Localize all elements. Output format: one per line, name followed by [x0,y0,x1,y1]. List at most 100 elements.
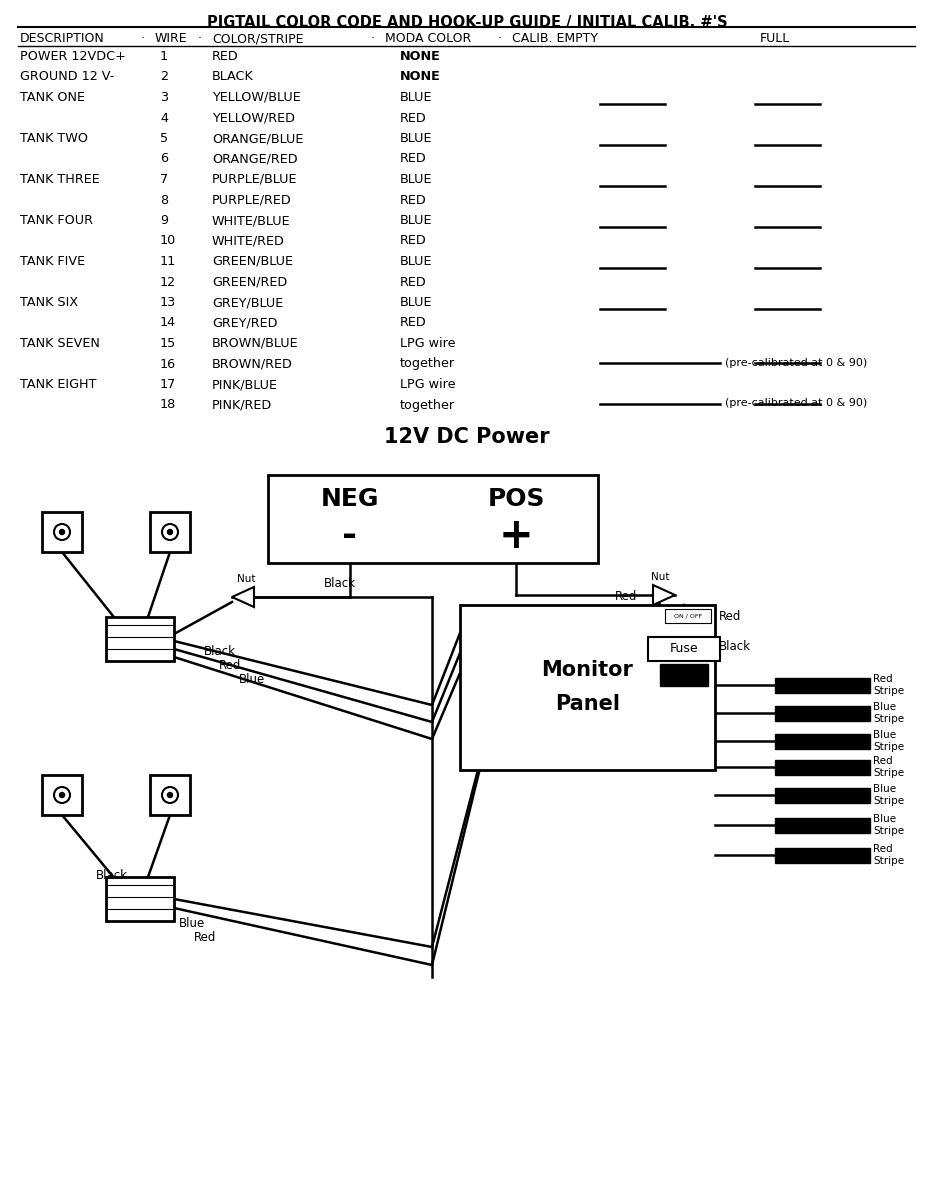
Text: ORANGE/BLUE: ORANGE/BLUE [212,132,304,145]
Text: 5: 5 [160,132,168,145]
Bar [42,512,82,552]
Text: RED: RED [400,234,427,247]
Text: Black: Black [719,641,751,654]
Text: COLOR/STRIPE: COLOR/STRIPE [212,32,304,44]
Polygon shape [653,584,675,605]
Text: (pre-calibrated at 0 & 90): (pre-calibrated at 0 & 90) [725,398,868,408]
Text: NONE: NONE [400,71,441,84]
Text: 2: 2 [160,71,168,84]
Text: 11: 11 [160,254,177,268]
Text: LPG wire: LPG wire [400,378,456,391]
Text: POWER 12VDC+: POWER 12VDC+ [20,50,126,62]
Text: Panel: Panel [555,694,620,714]
Text: ON / OFF: ON / OFF [674,613,702,618]
Bar [665,608,711,623]
Bar [648,637,720,661]
Text: RED: RED [400,276,427,288]
Text: GREEN/RED: GREEN/RED [212,276,288,288]
Text: CALIB. EMPTY: CALIB. EMPTY [512,32,598,44]
Text: Red
Stripe: Red Stripe [873,674,904,696]
Text: PURPLE/BLUE: PURPLE/BLUE [212,173,298,186]
Bar [775,760,870,774]
Text: 15: 15 [160,337,177,350]
Text: +: + [499,515,533,557]
Text: YELLOW/RED: YELLOW/RED [212,112,295,125]
Text: 8: 8 [160,193,168,206]
Text: Red: Red [219,659,241,672]
Text: WHITE/RED: WHITE/RED [212,234,285,247]
Text: 17: 17 [160,378,177,391]
Text: 1: 1 [160,50,168,62]
Text: NEG: NEG [320,487,379,511]
Text: 4: 4 [160,112,168,125]
Text: TANK FOUR: TANK FOUR [20,214,93,227]
Text: Black: Black [96,869,128,882]
Bar [268,475,598,563]
Text: TANK FIVE: TANK FIVE [20,254,85,268]
Circle shape [60,792,64,798]
Text: -: - [343,518,358,553]
Bar [150,775,190,815]
Text: Black: Black [324,577,356,590]
Text: ·: · [141,32,145,44]
Text: 13: 13 [160,296,177,308]
Text: 7: 7 [160,173,168,186]
Text: GREY/RED: GREY/RED [212,317,277,330]
Text: GREEN/BLUE: GREEN/BLUE [212,254,293,268]
Text: BLUE: BLUE [400,214,432,227]
Text: Blue
Stripe: Blue Stripe [873,730,904,751]
Text: GROUND 12 V-: GROUND 12 V- [20,71,114,84]
Text: Blue
Stripe: Blue Stripe [873,814,904,835]
Text: 6: 6 [160,152,168,166]
Text: Red: Red [719,611,742,624]
Bar [775,733,870,749]
Text: TANK SEVEN: TANK SEVEN [20,337,100,350]
Text: ·: · [371,32,375,44]
Text: TANK THREE: TANK THREE [20,173,100,186]
Text: Fuse: Fuse [670,642,699,655]
Text: Blue: Blue [179,917,205,930]
Text: WIRE: WIRE [155,32,188,44]
Text: Red: Red [615,590,637,604]
Text: 3: 3 [160,91,168,104]
Bar [106,877,174,922]
Text: GREY/BLUE: GREY/BLUE [212,296,283,308]
Text: together: together [400,358,455,371]
Text: Nut: Nut [651,572,670,582]
Text: 10: 10 [160,234,177,247]
Text: ·: · [198,32,202,44]
Text: RED: RED [400,152,427,166]
Text: Blue
Stripe: Blue Stripe [873,702,904,724]
Circle shape [167,792,173,798]
Text: 14: 14 [160,317,177,330]
Text: POS: POS [488,487,545,511]
Text: WHITE/BLUE: WHITE/BLUE [212,214,290,227]
Circle shape [60,529,64,534]
Text: 16: 16 [160,358,177,371]
Bar [42,775,82,815]
Text: RED: RED [212,50,239,62]
Text: LPG wire: LPG wire [400,337,456,350]
Text: PINK/RED: PINK/RED [212,398,272,412]
Polygon shape [232,587,254,607]
Text: ·: · [498,32,502,44]
Text: 18: 18 [160,398,177,412]
Text: Black: Black [204,646,236,658]
Text: Red
Stripe: Red Stripe [873,756,904,778]
Text: MODA COLOR: MODA COLOR [385,32,472,44]
Text: Red: Red [194,931,217,944]
Text: 12V DC Power: 12V DC Power [384,427,550,446]
Text: BLACK: BLACK [212,71,254,84]
Text: NONE: NONE [400,50,441,62]
Text: BLUE: BLUE [400,173,432,186]
Text: PIGTAIL COLOR CODE AND HOOK-UP GUIDE / INITIAL CALIB. #'S: PIGTAIL COLOR CODE AND HOOK-UP GUIDE / I… [206,14,728,30]
Text: TANK ONE: TANK ONE [20,91,85,104]
Circle shape [167,529,173,534]
Text: (pre-calibrated at 0 & 90): (pre-calibrated at 0 & 90) [725,358,868,367]
Text: 9: 9 [160,214,168,227]
Bar [106,617,174,661]
Text: DESCRIPTION: DESCRIPTION [20,32,105,44]
Text: ORANGE/RED: ORANGE/RED [212,152,298,166]
Text: BLUE: BLUE [400,132,432,145]
Text: BROWN/RED: BROWN/RED [212,358,293,371]
